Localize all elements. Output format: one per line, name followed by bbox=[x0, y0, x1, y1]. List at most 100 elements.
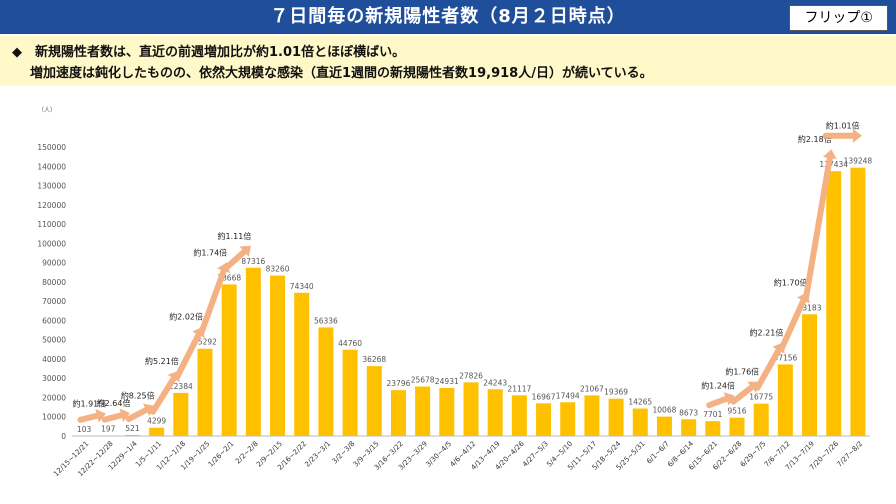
growth-arrow bbox=[150, 375, 177, 415]
bar bbox=[124, 434, 140, 436]
growth-arrow bbox=[754, 347, 782, 391]
bar bbox=[850, 167, 866, 436]
y-tick-label: 90000 bbox=[42, 259, 66, 268]
growth-ratio-label: 約2.18倍 bbox=[798, 134, 832, 144]
growth-arrow-head bbox=[142, 403, 155, 417]
bar-value-label: 19369 bbox=[604, 388, 628, 397]
bar-value-label: 9516 bbox=[727, 407, 746, 416]
bar bbox=[439, 387, 455, 436]
y-tick-label: 40000 bbox=[42, 355, 66, 364]
growth-ratio-label: 約2.21倍 bbox=[750, 327, 784, 337]
bar-chart: （人） 0 10000 20000 30000 40000 50000 60000 70000 8… bbox=[37, 107, 872, 478]
bar bbox=[729, 417, 745, 436]
bullet-icon: ◆ bbox=[12, 45, 22, 60]
bar-value-label: 27826 bbox=[459, 371, 483, 380]
bar bbox=[777, 364, 793, 436]
bar-value-label: 36268 bbox=[362, 355, 386, 364]
growth-arrow-head bbox=[852, 128, 862, 143]
bar bbox=[366, 366, 382, 436]
bar bbox=[342, 349, 358, 436]
bar bbox=[294, 292, 310, 436]
bar-value-label: 4299 bbox=[147, 417, 166, 426]
growth-arrow bbox=[778, 297, 807, 352]
bar bbox=[318, 327, 334, 436]
bar-value-label: 8673 bbox=[679, 408, 698, 417]
y-tick-label: 140000 bbox=[37, 162, 66, 171]
bar-value-label: 87316 bbox=[241, 257, 265, 266]
bar bbox=[705, 421, 721, 436]
bar bbox=[197, 348, 213, 436]
growth-arrow-head bbox=[95, 408, 106, 423]
bar-value-label: 17494 bbox=[556, 391, 580, 400]
growth-ratio-label: 約1.24倍 bbox=[701, 381, 735, 391]
y-axis-label: （人） bbox=[38, 107, 56, 114]
y-tick-label: 130000 bbox=[37, 182, 66, 191]
bar bbox=[584, 395, 600, 436]
summary-line-2: 増加速度は鈍化したものの、依然大規模な感染（直近1週間の新規陽性者数19,918… bbox=[30, 66, 653, 81]
bar bbox=[173, 392, 189, 436]
growth-arrow bbox=[174, 331, 202, 380]
bar bbox=[149, 427, 165, 436]
growth-arrow bbox=[198, 267, 227, 336]
bar bbox=[632, 408, 648, 436]
bar bbox=[826, 171, 842, 436]
growth-arrow-head bbox=[822, 149, 837, 160]
y-tick-label: 0 bbox=[61, 432, 66, 441]
summary-box bbox=[0, 36, 896, 86]
bar bbox=[753, 403, 769, 436]
growth-arrow bbox=[730, 384, 755, 405]
growth-arrow-head bbox=[723, 392, 735, 406]
growth-ratio-label: 約1.70倍 bbox=[774, 277, 808, 287]
page-title: ７日間毎の新規陽性者数（8月２日時点） bbox=[270, 6, 626, 27]
growth-ratio-label: 約1.76倍 bbox=[725, 367, 759, 377]
x-tick-label: 7/27~8/2 bbox=[835, 440, 864, 469]
bar-value-label: 103 bbox=[77, 425, 92, 434]
growth-arrow bbox=[706, 395, 730, 409]
bar bbox=[656, 416, 672, 436]
bar bbox=[536, 403, 552, 436]
bar-value-label: 56336 bbox=[314, 316, 338, 325]
y-tick-label: 120000 bbox=[37, 201, 66, 210]
growth-ratio-label: 約2.64倍 bbox=[97, 398, 131, 408]
bar-value-label: 16775 bbox=[749, 393, 773, 402]
bar-value-label: 22384 bbox=[169, 382, 193, 391]
bar bbox=[681, 419, 697, 436]
bar bbox=[608, 398, 624, 436]
x-tick-label: 2/23~3/1 bbox=[303, 440, 332, 469]
y-tick-label: 150000 bbox=[37, 143, 66, 152]
growth-ratio-label: 約5.21倍 bbox=[145, 356, 179, 366]
summary-text-1: 新規陽性者数は、直近の前週増加比が約1.01倍とほぼ横ばい。 bbox=[35, 45, 406, 60]
y-tick-label: 80000 bbox=[42, 278, 66, 287]
y-tick-label: 50000 bbox=[42, 336, 66, 345]
bar bbox=[802, 314, 818, 436]
bar-value-label: 74340 bbox=[290, 282, 314, 291]
bar-value-label: 7701 bbox=[703, 410, 722, 419]
growth-arrow bbox=[125, 406, 150, 422]
bar bbox=[390, 390, 406, 436]
growth-ratio-label: 約8.25倍 bbox=[121, 391, 155, 401]
header-bar bbox=[0, 0, 896, 34]
growth-arrow-head bbox=[239, 245, 251, 257]
bar-value-label: 24931 bbox=[435, 377, 459, 386]
growth-arrow bbox=[222, 248, 248, 272]
y-tick-label: 110000 bbox=[37, 220, 66, 229]
bar-value-label: 521 bbox=[125, 424, 140, 433]
growth-ratio-label: 約1.91倍 bbox=[72, 399, 106, 409]
bar-value-label: 45292 bbox=[193, 338, 217, 347]
bar bbox=[270, 275, 286, 436]
growth-ratio-label: 約1.74倍 bbox=[193, 247, 227, 257]
bar-value-label: 23796 bbox=[387, 379, 411, 388]
bar-value-label: 21067 bbox=[580, 384, 604, 393]
bar-value-label: 44760 bbox=[338, 339, 362, 348]
x-tick-label: 1/26~2/1 bbox=[207, 440, 236, 469]
bar-value-label: 14265 bbox=[628, 398, 652, 407]
growth-ratio-label: 約1.01倍 bbox=[826, 121, 860, 131]
bar-value-label: 21117 bbox=[507, 384, 531, 393]
bar bbox=[221, 284, 237, 436]
y-tick-label: 100000 bbox=[37, 239, 66, 248]
y-tick-label: 10000 bbox=[42, 413, 66, 422]
bar-value-label: 24243 bbox=[483, 378, 507, 387]
summary-line-1: ◆ 新規陽性者数は、直近の前週増加比が約1.01倍とほぼ横ばい。 bbox=[12, 41, 405, 60]
growth-arrow-head bbox=[119, 408, 131, 423]
bar-value-label: 16967 bbox=[532, 392, 556, 401]
